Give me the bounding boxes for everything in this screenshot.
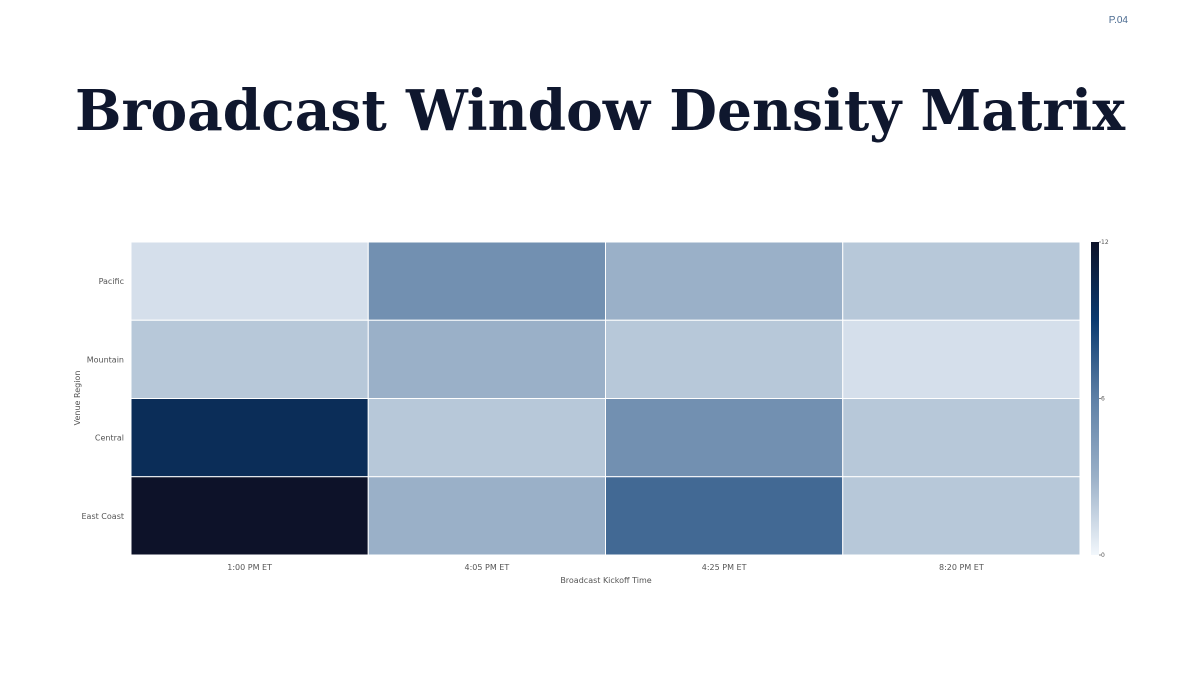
- heatmap-cell: [130, 476, 369, 556]
- page-number: P.04: [1109, 15, 1129, 26]
- heatmap-cell: [367, 319, 606, 399]
- colorbar: [1091, 242, 1099, 555]
- heatmap-cell: [842, 241, 1081, 321]
- y-tick-label: Central: [95, 434, 124, 443]
- y-axis-title: Venue Region: [73, 371, 82, 426]
- x-tick-label: 4:25 PM ET: [702, 563, 747, 572]
- colorbar-tick-label: 6: [1101, 396, 1105, 403]
- heatmap-cell: [130, 319, 369, 399]
- heatmap-cell: [605, 319, 844, 399]
- heatmap-cell: [605, 476, 844, 556]
- x-tick-label: 8:20 PM ET: [939, 563, 984, 572]
- heatmap-cell: [842, 476, 1081, 556]
- heatmap-cell: [130, 241, 369, 321]
- chart-title: Broadcast Window Density Matrix: [75, 78, 1126, 144]
- x-tick-label: 4:05 PM ET: [465, 563, 510, 572]
- heatmap-cell: [367, 476, 606, 556]
- y-tick-label: Mountain: [87, 355, 124, 364]
- heatmap-cell: [130, 398, 369, 478]
- x-tick-label: 1:00 PM ET: [227, 563, 272, 572]
- heatmap-cell: [367, 241, 606, 321]
- heatmap-cell: [842, 319, 1081, 399]
- y-tick-label: Pacific: [99, 277, 124, 286]
- heatmap-cell: [605, 241, 844, 321]
- heatmap-cell: [605, 398, 844, 478]
- heatmap-cell: [367, 398, 606, 478]
- y-tick-label: East Coast: [82, 512, 125, 521]
- x-axis-title: Broadcast Kickoff Time: [560, 576, 651, 585]
- heatmap-cell: [842, 398, 1081, 478]
- colorbar-tick-label: 0: [1101, 552, 1105, 559]
- colorbar-tick-label: 12: [1101, 239, 1109, 246]
